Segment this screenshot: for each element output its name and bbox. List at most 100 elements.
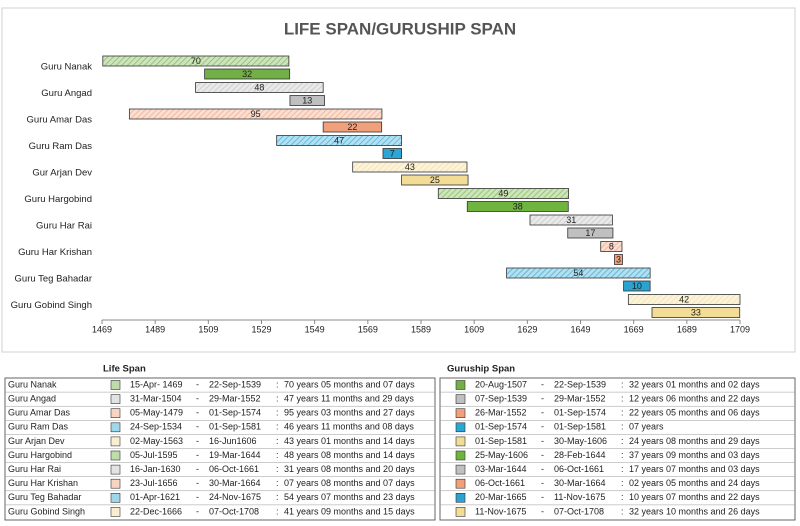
x-tick-label: 1569	[358, 324, 378, 334]
table-duration: 07 years 08 months and 07 days	[284, 478, 415, 488]
table-date: 25-May-1606	[475, 450, 528, 460]
table-date: 11-Nov-1675	[554, 492, 605, 502]
table-sep: :	[276, 379, 279, 389]
x-tick-label: 1689	[677, 324, 697, 334]
table-date: 29-Mar-1552	[209, 393, 261, 403]
table-sep: :	[276, 478, 279, 488]
table-sep: -	[196, 492, 199, 502]
category-label: Guru Har Rai	[36, 221, 92, 232]
category-label: Guru Teg Bahadar	[15, 274, 92, 285]
table-duration: 32 years 01 months and 02 days	[629, 379, 760, 389]
bar-label: 38	[513, 201, 523, 211]
life-bar	[352, 161, 468, 173]
x-tick-label: 1709	[730, 324, 750, 334]
table-date: 06-Oct-1661	[475, 478, 525, 488]
bar-label: 13	[302, 95, 312, 105]
table-sep: :	[276, 436, 279, 446]
table-sep: :	[621, 408, 624, 418]
guruship-bar	[322, 121, 383, 133]
table-swatch	[110, 408, 121, 419]
bar-label: 22	[347, 122, 357, 132]
table-date: 05-Jul-1595	[130, 450, 178, 460]
table-date: 01-Sep-1574	[554, 408, 606, 418]
table-swatch	[455, 380, 466, 390]
bar-label: 32	[242, 69, 252, 79]
table-name: Guru Angad	[8, 393, 56, 403]
bar-label: 54	[573, 268, 583, 278]
bar-label: 95	[251, 109, 261, 119]
table-date: 16-Jun1606	[209, 436, 257, 446]
table-sep: -	[541, 436, 544, 446]
table-duration: 43 years 01 months and 14 days	[284, 436, 415, 446]
table-duration: 54 years 07 months and 23 days	[284, 492, 415, 502]
category-label: Guru Nanak	[41, 62, 92, 73]
table-sep: -	[196, 422, 199, 432]
life-bar	[195, 82, 324, 93]
table-duration: 12 years 06 months and 22 days	[629, 393, 760, 403]
life-bar	[600, 241, 623, 252]
table-date: 28-Feb-1644	[554, 450, 606, 460]
x-tick-label: 1529	[251, 324, 271, 334]
table-duration: 70 years 05 months and 07 days	[284, 379, 415, 389]
guruship-bar	[623, 280, 651, 292]
guruship-bar	[614, 254, 623, 265]
table-date: 30-May-1606	[554, 436, 607, 446]
x-tick-label: 1489	[145, 324, 165, 334]
table-date: 16-Jan-1630	[130, 464, 181, 474]
bar-label: 8	[609, 241, 614, 251]
bar-label: 49	[498, 188, 508, 198]
table-sep: :	[621, 450, 624, 460]
bar-label: 70	[191, 56, 201, 66]
table-date: 11-Nov-1675	[475, 506, 526, 516]
table-sep: :	[621, 422, 624, 432]
table-duration: 48 years 08 months and 14 days	[284, 450, 415, 460]
table-duration: 41 years 09 months and 15 days	[284, 506, 415, 516]
x-tick-label: 1509	[198, 324, 218, 334]
table-name: Guru Har Rai	[8, 464, 61, 474]
table-sep: :	[621, 393, 624, 403]
table-date: 15-Apr- 1469	[130, 379, 183, 389]
table-sep: :	[621, 492, 624, 502]
table-sep: -	[541, 422, 544, 432]
table-swatch	[110, 380, 121, 390]
table-swatch	[110, 507, 121, 517]
guruship-bar	[382, 148, 402, 159]
table-swatch	[110, 450, 121, 461]
guruship-bar	[401, 174, 469, 186]
table-date: 01-Sep-1574	[209, 408, 261, 418]
bar-label: 31	[566, 215, 576, 225]
table-date: 22-Sep-1539	[209, 379, 261, 389]
table-date: 26-Mar-1552	[475, 408, 527, 418]
x-tick-label: 1469	[92, 324, 112, 334]
table-date: 01-Sep-1574	[475, 422, 527, 432]
table-date: 24-Nov-1675	[209, 492, 261, 502]
table-date: 20-Mar-1665	[475, 492, 527, 502]
table-date: 06-Oct-1661	[554, 464, 604, 474]
table-swatch	[455, 408, 466, 419]
table-swatch	[455, 492, 466, 503]
guruship-bar	[567, 227, 614, 239]
table-sep: :	[621, 379, 624, 389]
life-bar	[276, 135, 402, 146]
table-sep: :	[276, 450, 279, 460]
guruship-bar	[204, 68, 291, 80]
table-swatch	[455, 478, 466, 489]
chart-title: LIFE SPAN/GURUSHIP SPAN	[284, 19, 516, 38]
table-date: 31-Mar-1504	[130, 393, 182, 403]
table-sep: -	[541, 450, 544, 460]
table-duration: 02 years 05 months and 24 days	[629, 478, 760, 488]
table-sep: -	[196, 464, 199, 474]
table-date: 01-Apr-1621	[130, 492, 180, 502]
table-date: 07-Oct-1708	[209, 506, 259, 516]
table-date: 22-Sep-1539	[554, 379, 606, 389]
life-bar	[102, 55, 290, 67]
table-date: 01-Sep-1581	[475, 436, 527, 446]
table-date: 05-May-1479	[130, 408, 183, 418]
table-duration: 37 years 09 months and 03 days	[629, 450, 760, 460]
table-duration: 47 years 11 months and 29 days	[284, 393, 414, 403]
x-tick-label: 1629	[517, 324, 537, 334]
category-label: Guru Hargobind	[24, 194, 92, 205]
table-header: Life Span	[103, 364, 146, 375]
table-duration: 24 years 08 months and 29 days	[629, 436, 760, 446]
